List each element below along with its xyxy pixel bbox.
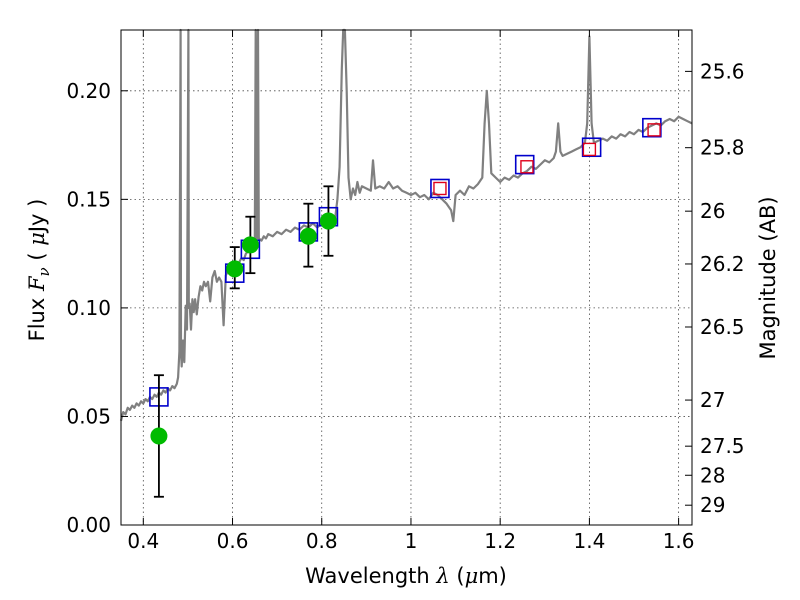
magnitude-tick-label: 25.6 [700, 59, 745, 83]
magnitude-tick-label: 28 [700, 463, 725, 487]
y-tick-label: 0.20 [66, 79, 111, 103]
magnitude-tick-label: 26.5 [700, 315, 745, 339]
magnitude-tick-label: 26.2 [700, 252, 745, 276]
observed-photometry-point [299, 227, 317, 245]
model-spectrum-line [119, 28, 693, 422]
plot-area [119, 28, 693, 422]
model-photometry-square [514, 154, 535, 175]
model-photometry-square [430, 178, 450, 199]
magnitude-tick-label: 27 [700, 388, 725, 412]
magnitude-tick-label: 25.8 [700, 136, 745, 160]
y-tick-label: 0.05 [66, 404, 111, 428]
nir-photometry-square [647, 123, 661, 137]
y-tick-label: 0.15 [66, 187, 111, 211]
model-photometry-square [642, 117, 662, 138]
y-tick-label: 0.10 [66, 296, 111, 320]
nir-photometry-square [433, 181, 447, 196]
x-tick-label: 1.4 [573, 529, 605, 553]
observed-photometry-point [241, 236, 259, 254]
nir-photometry-square [520, 160, 534, 174]
magnitude-tick-label: 29 [700, 493, 725, 517]
y-axis-label: Flux Fν ( μJy ) [25, 199, 53, 342]
x-tick-label: 1 [405, 529, 418, 553]
magnitude-tick-label: 27.5 [700, 434, 745, 458]
x-tick-label: 0.6 [217, 529, 249, 553]
x-axis-label: Wavelength λ (μm) [305, 564, 507, 588]
observed-photometry-point [226, 260, 244, 278]
x-tick-label: 1.6 [663, 529, 695, 553]
x-tick-label: 1.2 [484, 529, 516, 553]
y-tick-label: 0.00 [66, 513, 111, 537]
axis-ticks: 0.4 0.6 0.8 1 1.2 1.4 1.6 0.00 0.05 0.10 0.15 0.20 2… [66, 30, 745, 553]
observed-photometry-point [319, 212, 337, 230]
magnitude-tick-label: 26 [700, 199, 725, 223]
magnitude-axis-label: Magnitude (AB) [756, 196, 780, 359]
grid-lines [121, 30, 692, 526]
model-photometry-square [581, 137, 602, 158]
nir-photometry-square [582, 142, 597, 157]
x-tick-label: 0.8 [306, 529, 338, 553]
observed-photometry-point [150, 427, 168, 445]
x-tick-label: 0.4 [127, 529, 159, 553]
markers [149, 117, 662, 498]
plot-frame [120, 29, 693, 526]
